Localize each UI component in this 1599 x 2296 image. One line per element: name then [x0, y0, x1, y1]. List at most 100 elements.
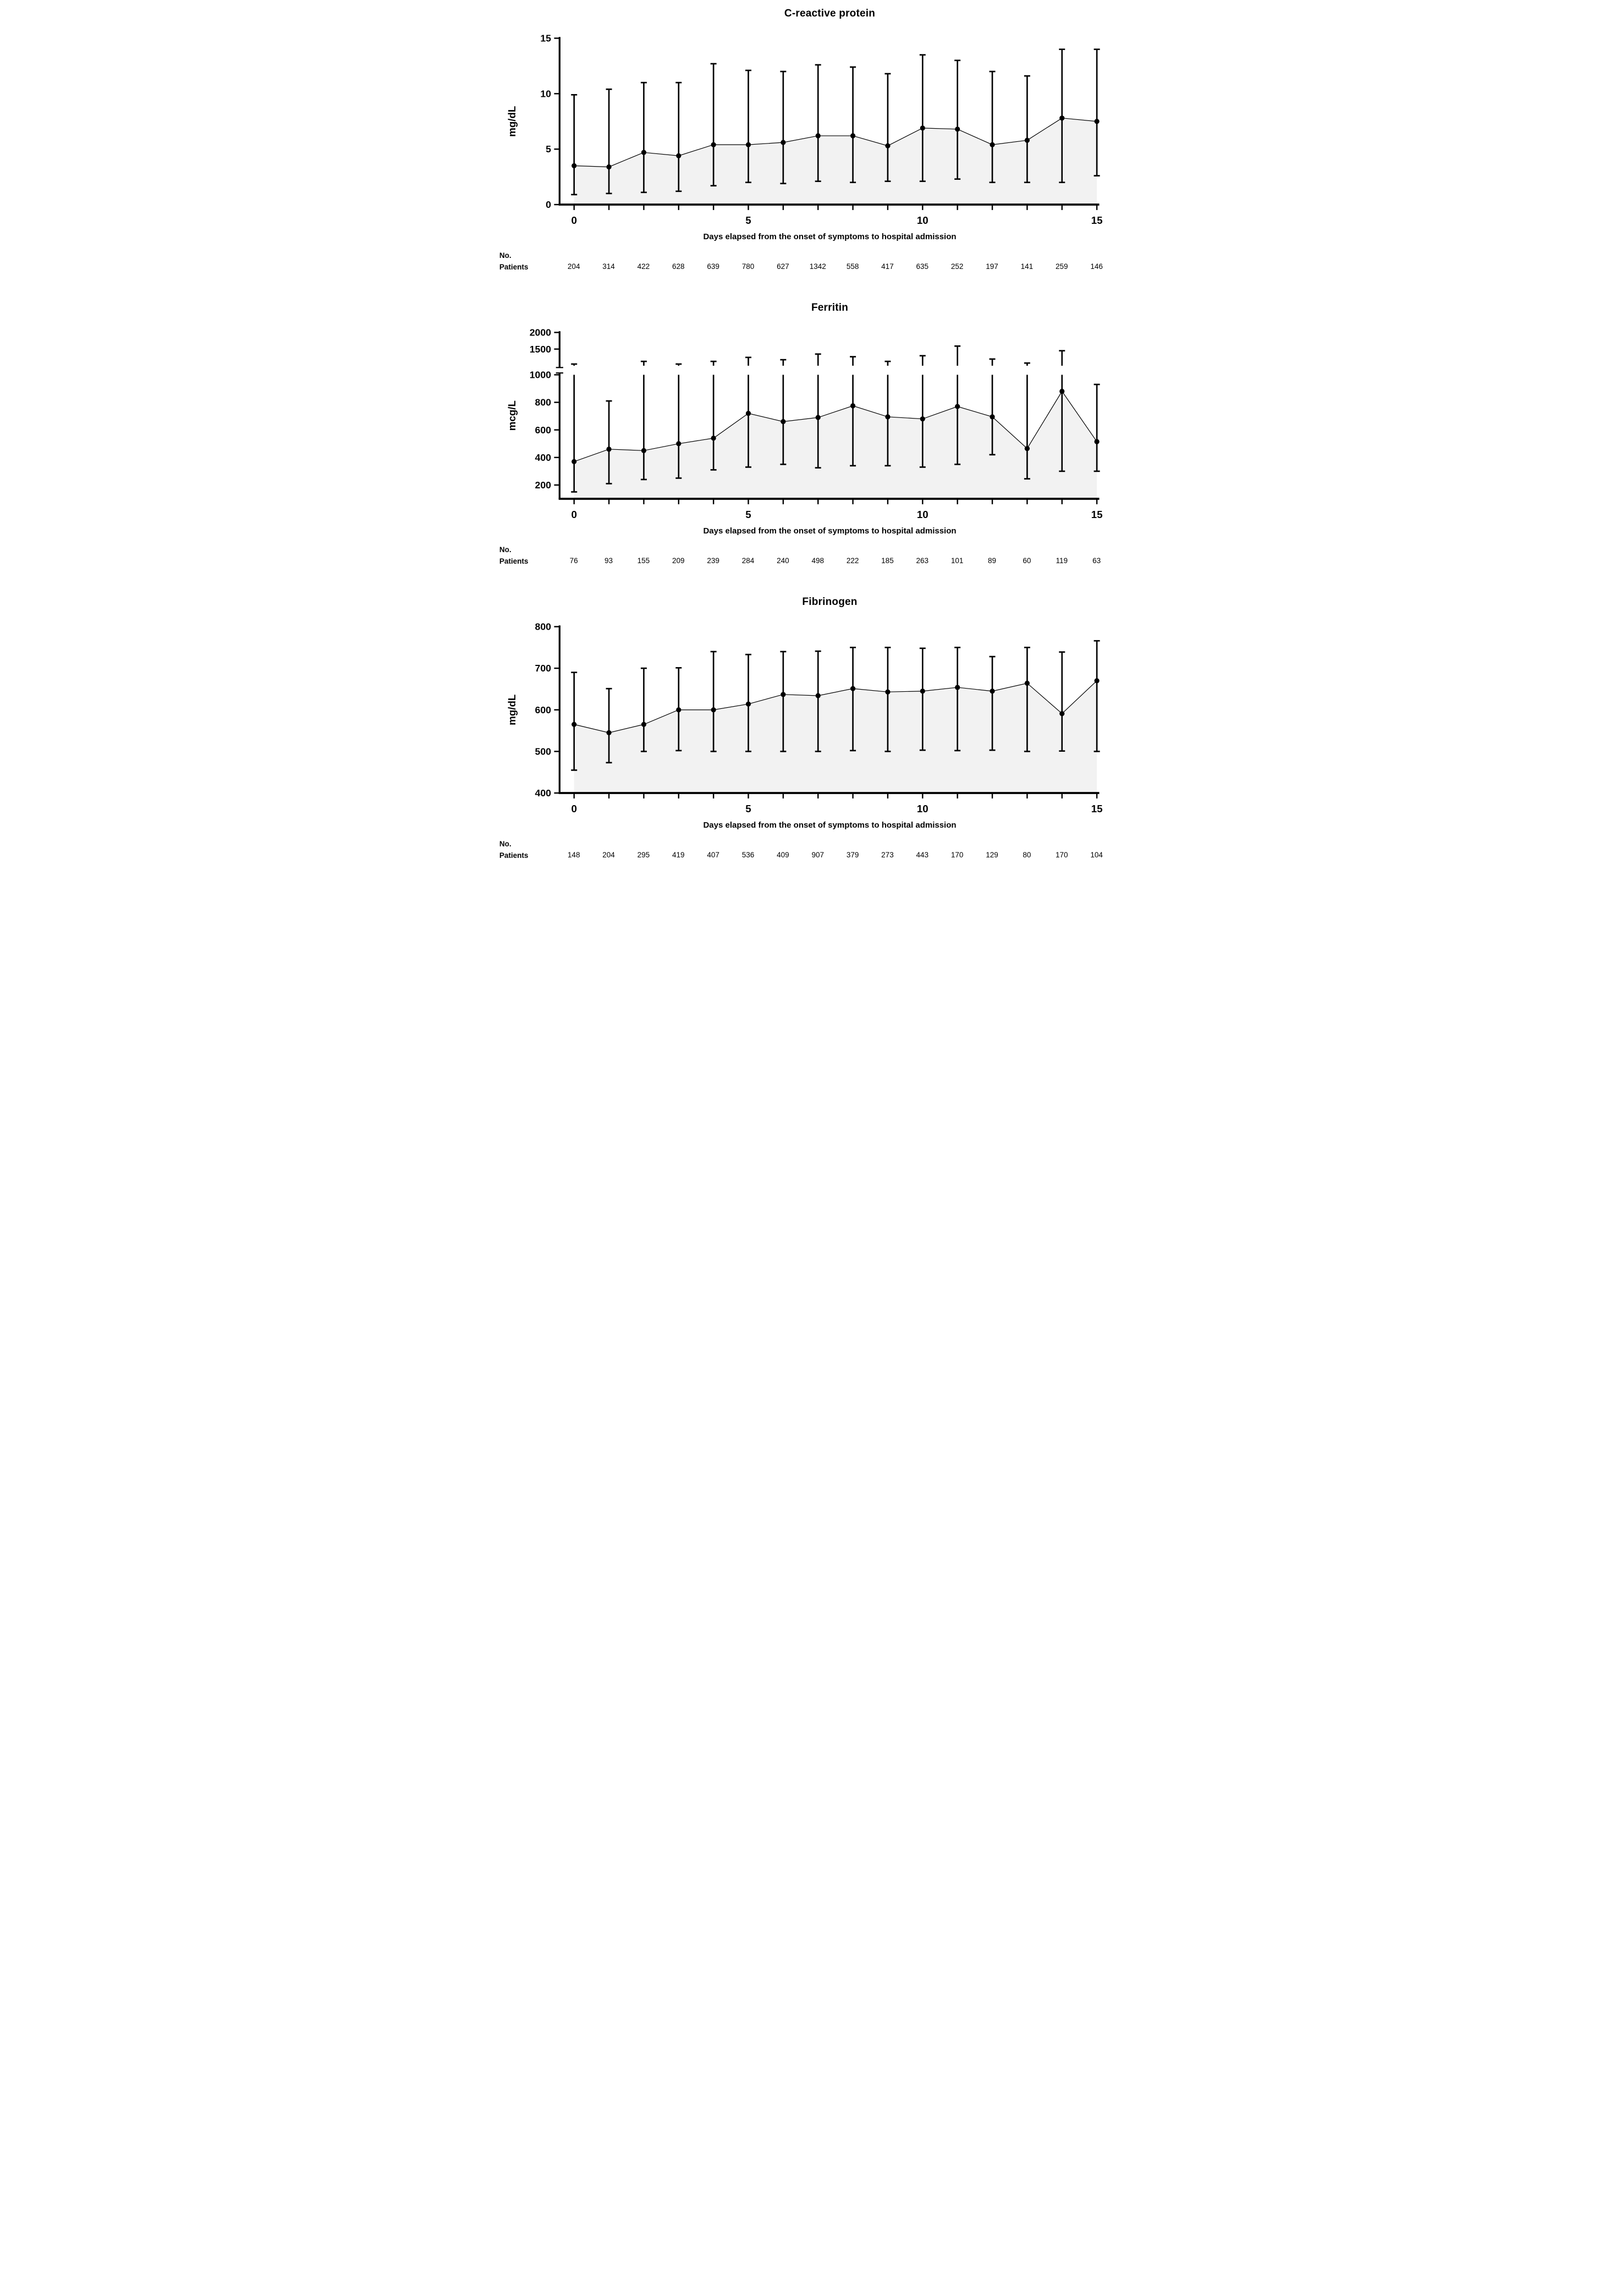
error-bar-day-15: [1094, 383, 1100, 472]
error-bar-day-12: [989, 70, 996, 183]
x-tick-label: 15: [1091, 214, 1102, 226]
patients-count-day-0: 76: [569, 557, 578, 565]
error-bar-day-0: [570, 363, 577, 493]
error-bar-day-8: [849, 646, 856, 752]
median-point-day-10: [920, 125, 925, 131]
median-point-day-0: [571, 459, 576, 464]
patients-count-day-2: 295: [637, 851, 650, 859]
patients-label-patients: Patients: [499, 262, 529, 271]
patients-label: No. Patients: [499, 839, 529, 862]
patients-count-day-13: 80: [1023, 851, 1031, 859]
patients-count-day-1: 204: [602, 851, 615, 859]
y-tick-label: 15: [540, 33, 551, 44]
error-bar-day-15: [1094, 640, 1100, 752]
patients-count-day-13: 141: [1020, 262, 1034, 271]
crp-plot-area: 0 5 10 15 0 5 10 15 mg/dL: [497, 23, 1102, 229]
median-line: [574, 118, 1097, 168]
error-bar-day-11: [954, 646, 960, 752]
error-bar-day-4: [710, 63, 717, 187]
patients-count-day-0: 148: [567, 851, 580, 859]
error-bar-day-13: [1024, 646, 1030, 752]
error-bar-day-2: [640, 667, 647, 752]
x-tick-label: 10: [916, 214, 928, 226]
median-point-day-6: [780, 419, 785, 425]
patients-count-day-4: 407: [707, 851, 719, 859]
error-bar-day-4: [710, 651, 717, 752]
crp-chart-svg: 0 5 10 15 0 5 10 15 mg/dL: [506, 33, 1102, 227]
error-bar-day-15: [1094, 48, 1100, 177]
error-bar-day-13: [1024, 362, 1030, 480]
error-bar-day-8: [849, 66, 856, 183]
y-tick-label: 400: [535, 452, 551, 463]
ferritin-x-axis-label: Days elapsed from the onset of symptoms …: [703, 526, 957, 536]
y-tick-label: 600: [535, 425, 551, 436]
error-bar-day-2: [640, 81, 647, 194]
median-line: [573, 390, 1097, 462]
patients-count-day-5: 780: [741, 262, 755, 271]
patients-count-day-1: 314: [602, 262, 615, 271]
median-point-day-3: [675, 153, 681, 158]
ferritin-chart-svg: 200 400 600 800 1000 1500 2000 0 5 10 15 mcg/L: [506, 327, 1102, 521]
patients-count-day-3: 628: [672, 262, 685, 271]
patients-count-day-11: 101: [950, 557, 964, 565]
median-point-day-2: [641, 722, 646, 727]
ferritin-plot-area: 200 400 600 800 1000 1500 2000 0 5 10 15 mcg/L: [497, 317, 1102, 523]
median-point-day-7: [815, 693, 821, 698]
median-line: [574, 680, 1097, 733]
median-point-day-3: [675, 441, 681, 447]
x-tick-label: 0: [571, 509, 576, 520]
median-point-day-13: [1024, 445, 1030, 452]
x-tick-label: 15: [1091, 509, 1102, 520]
error-bar-day-9: [884, 360, 891, 467]
patients-count-day-11: 252: [950, 262, 964, 271]
y-tick-label: 1000: [529, 370, 551, 381]
median-point-day-9: [884, 689, 891, 695]
error-bar-day-0: [570, 94, 577, 196]
y-axis-unit-label: mg/dL: [506, 106, 518, 137]
y-tick-label: 2000: [529, 327, 551, 338]
patients-count-day-15: 104: [1090, 851, 1103, 859]
median-point-day-14: [1059, 711, 1064, 717]
median-point-day-0: [571, 722, 576, 727]
median-point-day-14: [1059, 115, 1064, 121]
median-point-day-10: [920, 416, 925, 422]
x-tick-label: 5: [745, 509, 751, 520]
patients-count-day-10: 263: [916, 557, 929, 565]
y-tick-label: 0: [546, 199, 551, 210]
patients-count-day-9: 273: [881, 851, 894, 859]
error-bar-day-10: [919, 647, 926, 751]
fibrinogen-patients-row: No. Patients 148 204 295 419 407 536 409 907 379…: [497, 839, 1103, 864]
median-point-day-8: [850, 403, 855, 409]
area-fill: [574, 391, 1097, 499]
median-point-day-15: [1094, 678, 1100, 684]
error-bar-day-13: [1024, 75, 1030, 183]
fibrinogen-chart-svg: 400 500 600 700 800 0 5 10 15 mg/dL: [506, 621, 1102, 815]
y-tick-label: 800: [535, 397, 551, 408]
x-tick-label: 15: [1091, 803, 1102, 814]
patients-label: No. Patients: [499, 544, 529, 568]
x-tick-label: 5: [745, 214, 751, 226]
median-point-day-13: [1024, 137, 1030, 143]
area-fill: [574, 680, 1097, 793]
error-bar-day-11: [954, 345, 960, 465]
area-fill: [574, 118, 1097, 205]
patients-label: No. Patients: [499, 250, 529, 273]
median-point-day-8: [850, 686, 855, 691]
patients-count-day-4: 239: [707, 557, 719, 565]
median-point-day-15: [1094, 439, 1100, 444]
median-point-day-3: [675, 707, 681, 713]
median-point-day-6: [780, 140, 785, 145]
median-point-day-11: [954, 404, 960, 409]
error-bar-day-3: [675, 81, 682, 192]
y-tick-label: 600: [535, 704, 551, 715]
median-point-day-5: [745, 142, 751, 147]
figure-inflammatory-markers: C-reactive protein 0 5 10 15 0 5 10 15 mg/dL Day…: [497, 0, 1103, 868]
patients-count-day-9: 185: [881, 557, 894, 565]
error-bar-day-14: [1058, 651, 1065, 752]
patients-count-day-7: 498: [811, 557, 824, 565]
error-bar-day-6: [779, 651, 786, 752]
median-point-day-9: [884, 143, 891, 148]
fibrinogen-chart-title: Fibrinogen: [802, 596, 858, 608]
ferritin-panel: Ferritin 200 400 600 800 1000 1500 2000 0 5 10 15 m…: [497, 302, 1102, 570]
crp-panel: C-reactive protein 0 5 10 15 0 5 10 15 mg/dL Day…: [497, 8, 1103, 276]
